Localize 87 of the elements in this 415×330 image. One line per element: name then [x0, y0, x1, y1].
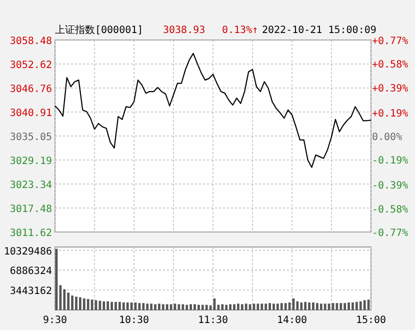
bar: [320, 304, 322, 310]
bar: [221, 304, 224, 310]
bar: [316, 303, 318, 310]
bar: [186, 304, 188, 310]
bar: [79, 297, 82, 310]
y2-tick-label: +0.58%: [372, 60, 408, 71]
bar: [344, 303, 346, 310]
x-tick-label: 14:00: [276, 315, 308, 326]
bar: [229, 304, 232, 310]
y-tick-label: 3023.34: [10, 180, 52, 191]
y-tick-label: 3017.48: [10, 204, 52, 215]
bar: [114, 302, 117, 310]
text: 2022-10-21 15:00:09: [262, 25, 376, 36]
y-tick-label: 10329486: [4, 246, 52, 258]
bar: [190, 304, 192, 310]
bar: [280, 303, 283, 310]
bar: [225, 304, 228, 310]
bar: [158, 304, 160, 310]
y-tick-label: 3029.19: [10, 156, 52, 168]
bar: [356, 302, 358, 310]
bar: [106, 301, 110, 310]
bar: [146, 304, 149, 310]
text: 3038.93: [163, 25, 206, 36]
bar: [276, 304, 279, 310]
y2-tick-label: +0.77%: [372, 36, 408, 47]
y2-tick-label: -0.39%: [372, 180, 408, 192]
y2-tick-label: +0.39%: [372, 83, 408, 94]
bar: [118, 302, 121, 310]
x-tick-label: 15:00: [356, 315, 386, 326]
bar: [150, 304, 152, 310]
bar: [244, 304, 248, 310]
y-tick-label: 3040.91: [10, 108, 52, 119]
text: 0.13%↑: [222, 25, 258, 36]
bar: [348, 302, 350, 310]
bar: [308, 302, 310, 310]
bar: [198, 304, 200, 310]
bar: [102, 301, 106, 310]
bar: [284, 303, 287, 310]
y2-tick-label: -0.19%: [372, 156, 408, 167]
bar: [304, 302, 307, 310]
bar: [233, 304, 236, 310]
bar: [126, 302, 129, 310]
bar: [324, 304, 326, 310]
bar: [352, 302, 354, 310]
bar: [71, 296, 74, 310]
bar: [110, 302, 113, 310]
y2-tick-label: -0.58%: [372, 204, 408, 216]
bar: [272, 304, 275, 310]
y2-tick-label: 0.00%: [372, 132, 402, 143]
bar: [75, 296, 78, 310]
bar: [340, 303, 342, 310]
bar: [264, 304, 268, 310]
bar: [201, 304, 204, 310]
bar: [194, 304, 196, 310]
bar: [268, 303, 271, 310]
bar: [300, 302, 303, 310]
x-tick-label: 9:30: [42, 315, 68, 326]
y-tick-label: 3058.48: [10, 36, 52, 47]
bar: [142, 303, 145, 310]
bar: [260, 304, 264, 310]
bar: [166, 304, 168, 310]
x-tick-label: 11:30: [198, 315, 228, 326]
y-tick-label: 3052.62: [10, 60, 52, 72]
bar: [359, 301, 362, 310]
bar: [240, 304, 244, 310]
bar: [205, 304, 208, 310]
x-tick-label: 10:30: [118, 315, 150, 326]
y2-tick-label: +0.19%: [372, 108, 408, 120]
bar: [86, 299, 90, 310]
line-series: [54, 52, 372, 168]
y-tick-label: 6886324: [10, 266, 52, 278]
y-tick-label: 3011.62: [10, 228, 52, 239]
bar: [154, 304, 156, 310]
bar: [182, 304, 184, 310]
bar: [122, 302, 125, 310]
bar: [237, 304, 240, 310]
y-tick-label: 3035.05: [10, 132, 52, 143]
bar: [82, 298, 86, 310]
y2-tick-label: -0.77%: [372, 228, 408, 239]
chart-title: 上证指数[000001]: [55, 24, 144, 36]
bar: [312, 302, 314, 310]
bar: [162, 304, 164, 310]
bar: [363, 300, 366, 310]
bar: [63, 289, 66, 310]
bar: [67, 292, 70, 310]
y-tick-label: 3046.76: [10, 84, 52, 96]
y-tick-label: 3443162: [10, 286, 52, 298]
